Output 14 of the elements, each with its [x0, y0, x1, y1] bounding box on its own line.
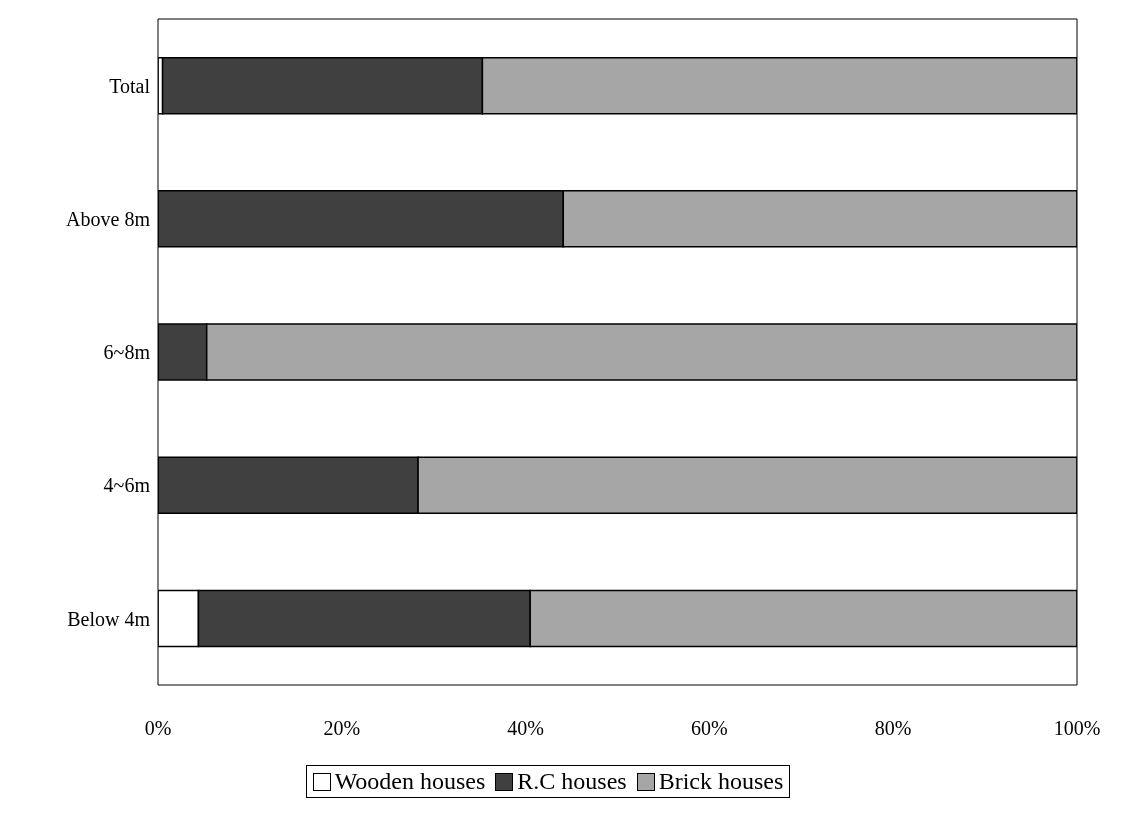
y-tick-label: 4~6m	[103, 474, 151, 497]
legend-label: Brick houses	[658, 768, 784, 795]
x-tick-label: 40%	[507, 717, 544, 740]
y-tick-label: Below 4m	[67, 607, 151, 630]
legend-label: R.C houses	[517, 768, 627, 795]
x-tick-label: 100%	[1053, 717, 1101, 740]
y-tick-label: 6~8m	[103, 341, 151, 364]
legend-label: Wooden houses	[334, 768, 486, 795]
x-tick-label: 20%	[323, 717, 361, 740]
x-tick-label: 0%	[144, 717, 172, 740]
x-tick-label: 80%	[874, 717, 912, 740]
x-tick-label: 60%	[691, 717, 728, 740]
y-tick-label: Total	[109, 74, 151, 97]
y-tick-label: Above 8m	[66, 207, 151, 230]
